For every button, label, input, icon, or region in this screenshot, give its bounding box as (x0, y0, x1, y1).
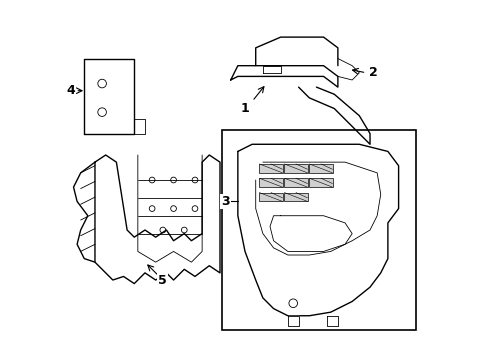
Bar (284, 193, 308, 202)
Text: 1: 1 (241, 102, 249, 115)
Text: 3: 3 (221, 195, 230, 208)
Polygon shape (327, 316, 338, 327)
Bar (222, 130, 416, 330)
Polygon shape (238, 144, 398, 316)
Polygon shape (84, 59, 134, 134)
Polygon shape (288, 316, 298, 327)
Text: 4: 4 (66, 84, 75, 97)
Polygon shape (231, 66, 338, 87)
Bar (309, 178, 333, 187)
Polygon shape (134, 119, 145, 134)
Polygon shape (95, 155, 220, 284)
Text: 2: 2 (369, 66, 378, 79)
Bar (259, 164, 283, 173)
Bar (284, 164, 308, 173)
Text: 5: 5 (158, 274, 167, 287)
Bar (284, 178, 308, 187)
Bar (259, 178, 283, 187)
Bar (309, 164, 333, 173)
Bar (259, 193, 283, 202)
